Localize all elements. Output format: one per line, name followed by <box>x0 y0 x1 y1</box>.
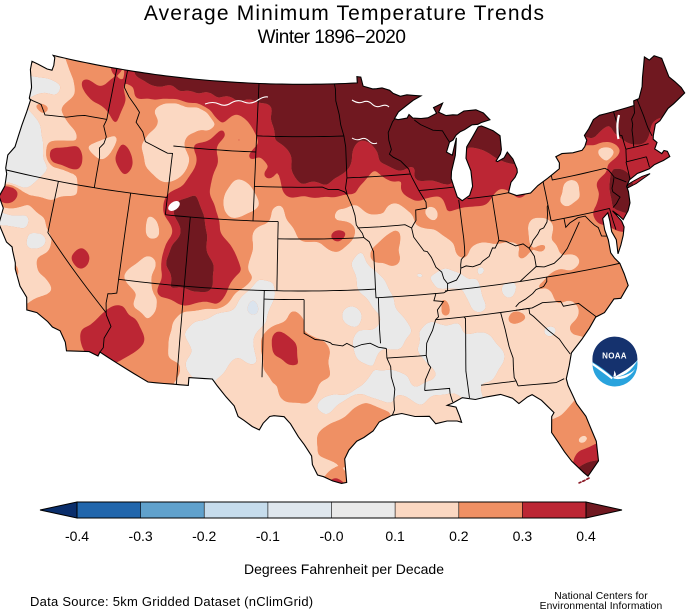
svg-text:0.4: 0.4 <box>576 528 596 544</box>
svg-text:Environmental Information: Environmental Information <box>540 601 663 612</box>
svg-text:0.1: 0.1 <box>385 528 405 544</box>
svg-text:-0.3: -0.3 <box>129 528 153 544</box>
svg-text:-0.0: -0.0 <box>319 528 343 544</box>
svg-text:Data Source: 5km Gridded Datas: Data Source: 5km Gridded Dataset (nClimG… <box>30 594 313 609</box>
svg-text:-0.2: -0.2 <box>192 528 216 544</box>
svg-text:-0.4: -0.4 <box>65 528 89 544</box>
svg-text:NOAA: NOAA <box>602 352 627 361</box>
svg-text:0.3: 0.3 <box>513 528 533 544</box>
svg-text:National Centers for: National Centers for <box>554 591 648 602</box>
svg-text:-0.1: -0.1 <box>256 528 280 544</box>
svg-text:0.2: 0.2 <box>449 528 469 544</box>
svg-text:Degrees Fahrenheit per Decade: Degrees Fahrenheit per Decade <box>244 561 444 577</box>
